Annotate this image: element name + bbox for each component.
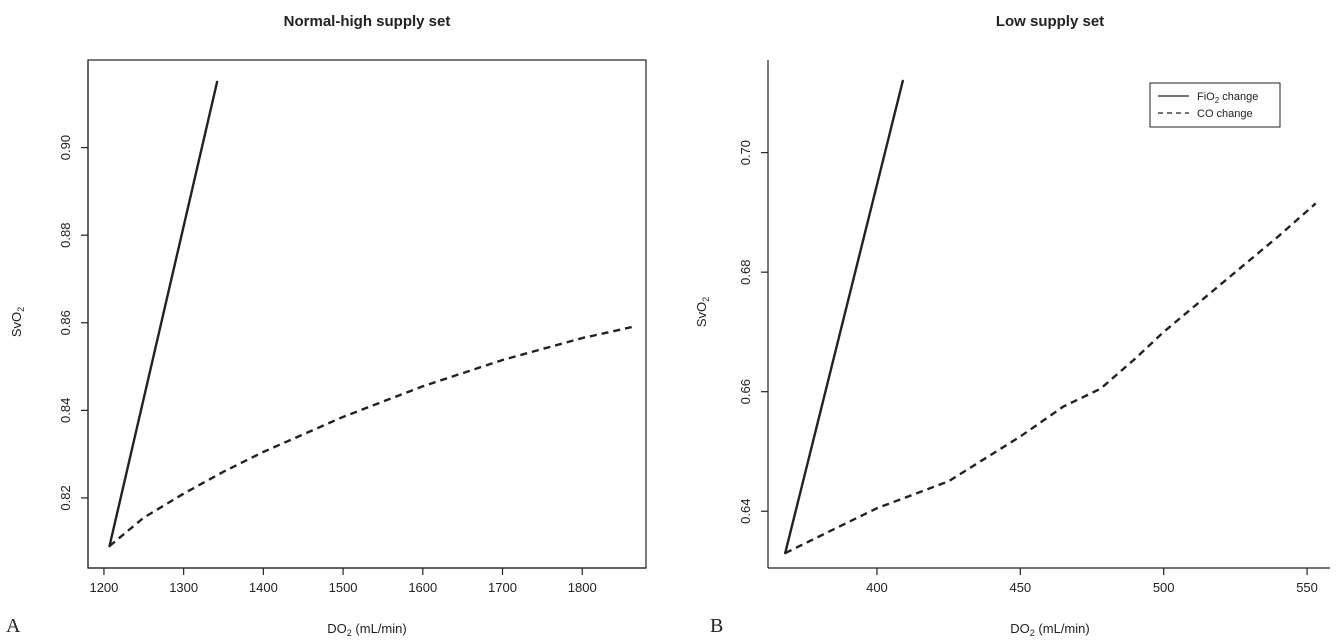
panel-a-x-axis: 1200 1300 1400 1500 1600 1700 1800 bbox=[88, 567, 646, 595]
panel-a-normal-high-supply: Normal-high supply set 0.820.840.860.880… bbox=[6, 13, 647, 638]
legend-label-fio2-change: FiO2 change bbox=[1197, 91, 1258, 105]
panel-b-y-axis: 0.64 0.66 0.68 0.70 bbox=[738, 60, 769, 568]
panel-b-series bbox=[784, 79, 1317, 555]
x-tick-label: 1400 bbox=[249, 580, 278, 595]
panel-b-legend: FiO2 change CO change bbox=[1149, 82, 1281, 128]
y-tick-label: 0.66 bbox=[738, 379, 753, 404]
panel-a-title: Normal-high supply set bbox=[284, 13, 451, 30]
x-tick-label: 500 bbox=[1153, 580, 1175, 595]
y-tick-label: 0.64 bbox=[738, 499, 753, 524]
y-tick-label: 0.90 bbox=[58, 135, 73, 160]
y-tick-label: 0.70 bbox=[738, 140, 753, 165]
series-line-solid bbox=[108, 80, 219, 548]
panel-a-y-axis-label: SvO2 bbox=[9, 307, 26, 337]
legend-box bbox=[1149, 82, 1281, 128]
y-tick-label: 0.84 bbox=[58, 398, 73, 423]
panel-a-letter: A bbox=[6, 615, 21, 637]
y-tick-label: 0.68 bbox=[738, 260, 753, 285]
panel-b-x-axis-label: DO2 (mL/min) bbox=[1010, 621, 1089, 638]
x-tick-label: 1600 bbox=[408, 580, 437, 595]
legend-label-co-change: CO change bbox=[1197, 108, 1253, 120]
y-tick-label: 0.82 bbox=[58, 485, 73, 510]
panel-b-x-axis: 400 450 500 550 bbox=[768, 567, 1330, 595]
series-line-dashed bbox=[784, 202, 1317, 555]
x-tick-label: 1700 bbox=[488, 580, 517, 595]
x-tick-label: 1200 bbox=[89, 580, 118, 595]
panel-a-plot-area bbox=[87, 59, 647, 569]
x-tick-label: 1800 bbox=[568, 580, 597, 595]
x-tick-label: 450 bbox=[1009, 580, 1031, 595]
series-line-solid bbox=[784, 79, 904, 555]
panel-a-x-axis-label: DO2 (mL/min) bbox=[327, 621, 406, 638]
series-line-dashed bbox=[108, 325, 632, 548]
panel-b-title: Low supply set bbox=[996, 13, 1104, 30]
y-tick-label: 0.88 bbox=[58, 223, 73, 248]
x-tick-label: 400 bbox=[866, 580, 888, 595]
panel-a-y-axis: 0.82 0.84 0.86 0.88 0.90 bbox=[58, 60, 89, 568]
panel-a-series bbox=[108, 80, 632, 548]
panel-b-low-supply: Low supply set 0.64 0.66 0.68 0.70 400 450 50… bbox=[694, 13, 1330, 638]
x-tick-label: 1500 bbox=[329, 580, 358, 595]
x-tick-label: 1300 bbox=[169, 580, 198, 595]
y-tick-label: 0.86 bbox=[58, 310, 73, 335]
x-tick-label: 550 bbox=[1296, 580, 1318, 595]
panel-b-y-axis-label: SvO2 bbox=[694, 297, 711, 327]
panel-b-letter: B bbox=[710, 615, 723, 637]
